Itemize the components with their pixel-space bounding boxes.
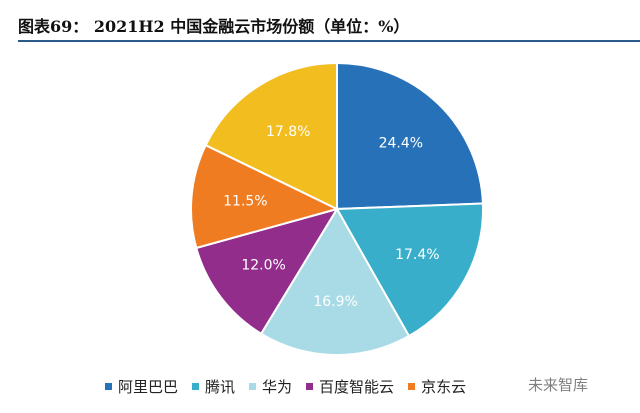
slice-value-label: 24.4% — [379, 136, 423, 152]
slice-value-label: 16.9% — [313, 294, 357, 310]
chart-title: 图表69： 2021H2 中国金融云市场份额（单位：%） — [18, 17, 410, 36]
legend-item: 阿里巴巴 — [105, 376, 178, 397]
pie-slice-5 — [190, 143, 340, 250]
pie-slice-1 — [336, 61, 484, 211]
pie-slice-4 — [195, 207, 340, 336]
slice-value-label: 17.4% — [395, 247, 439, 263]
legend-item: 腾讯 — [192, 376, 235, 397]
watermark: 未来智库 — [528, 376, 589, 394]
pie-slice-3 — [259, 207, 411, 356]
slice-value-label: 12.0% — [241, 257, 285, 273]
slice-value-label: 17.8% — [266, 124, 310, 140]
legend-item: 华为 — [249, 376, 292, 397]
legend-swatch — [306, 382, 314, 390]
chart-legend: 阿里巴巴 腾讯 华为 百度智能云 京东云 — [105, 373, 480, 399]
legend-item: 京东云 — [408, 376, 466, 397]
legend-swatch — [105, 382, 112, 390]
pie-slice-6 — [204, 61, 338, 211]
slice-value-label: 11.5% — [223, 194, 267, 210]
legend-swatch — [192, 382, 200, 390]
pie-labels: 24.4% 17.4% 16.9% 12.0% 11.5% 17.8% — [223, 124, 439, 310]
legend-item: 百度智能云 — [306, 376, 394, 397]
title-underline — [18, 10, 640, 42]
pie-slices — [190, 61, 484, 356]
legend-label: 百度智能云 — [319, 377, 395, 396]
legend-label: 华为 — [262, 377, 293, 396]
legend-label: 腾讯 — [205, 377, 236, 396]
legend-label: 阿里巴巴 — [118, 377, 179, 396]
legend-label: 京东云 — [421, 377, 467, 396]
pie-slice-2 — [335, 202, 484, 338]
legend-swatch — [408, 382, 416, 390]
legend-swatch — [249, 382, 257, 390]
